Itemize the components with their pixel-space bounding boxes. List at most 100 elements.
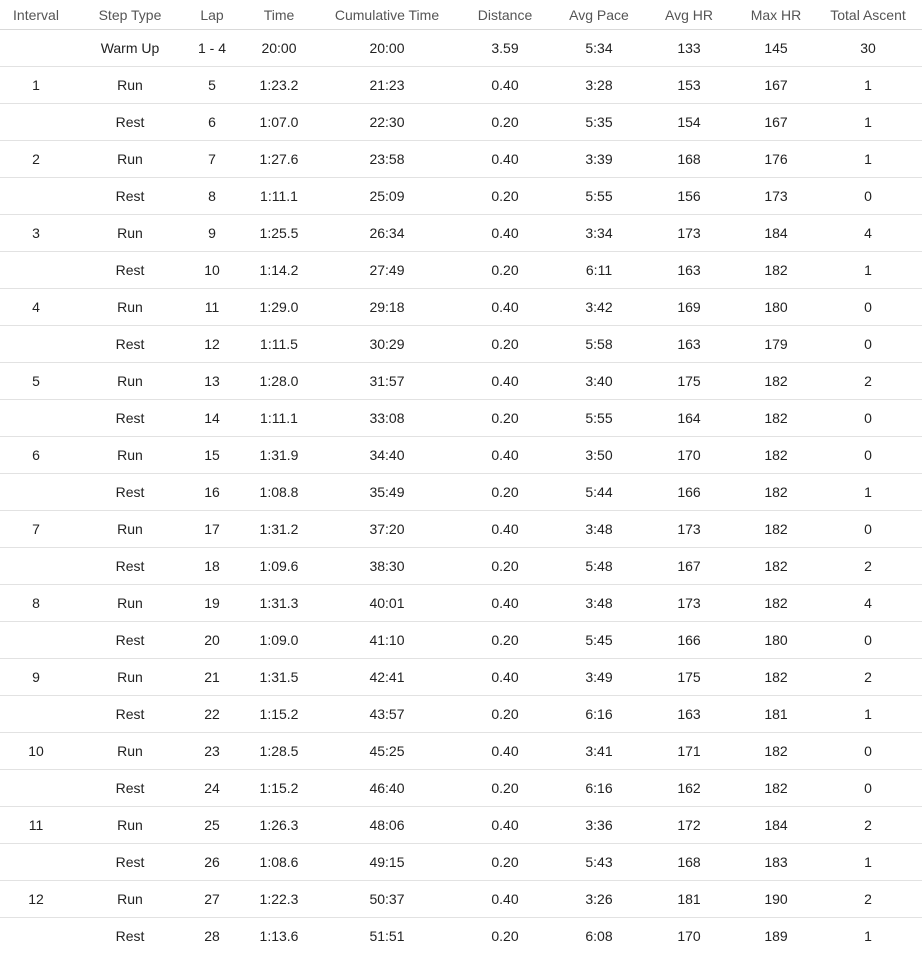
cell-step-type: Run — [72, 67, 188, 104]
column-header-total-ascent[interactable]: Total Ascent — [814, 0, 922, 30]
cell-lap: 19 — [188, 585, 236, 622]
column-header-lap[interactable]: Lap — [188, 0, 236, 30]
table-header: Interval Step Type Lap Time Cumulative T… — [0, 0, 922, 30]
cell-avg-hr: 154 — [640, 104, 738, 141]
cell-avg-pace: 3:48 — [558, 585, 640, 622]
cell-interval — [0, 30, 72, 67]
cell-step-type: Rest — [72, 918, 188, 954]
cell-avg-pace: 5:58 — [558, 326, 640, 363]
cell-avg-hr: 170 — [640, 437, 738, 474]
cell-distance: 0.20 — [452, 252, 558, 289]
cell-step-type: Run — [72, 585, 188, 622]
column-header-max-hr[interactable]: Max HR — [738, 0, 814, 30]
cell-avg-pace: 5:44 — [558, 474, 640, 511]
cell-lap: 8 — [188, 178, 236, 215]
cell-total-ascent: 2 — [814, 659, 922, 696]
cell-distance: 0.40 — [452, 585, 558, 622]
cell-total-ascent: 4 — [814, 215, 922, 252]
cell-cumulative-time: 45:25 — [322, 733, 452, 770]
cell-total-ascent: 0 — [814, 733, 922, 770]
cell-distance: 0.20 — [452, 844, 558, 881]
cell-cumulative-time: 42:41 — [322, 659, 452, 696]
cell-cumulative-time: 34:40 — [322, 437, 452, 474]
cell-interval: 9 — [0, 659, 72, 696]
column-header-cumulative-time[interactable]: Cumulative Time — [322, 0, 452, 30]
cell-time: 1:11.1 — [236, 400, 322, 437]
cell-distance: 0.40 — [452, 881, 558, 918]
cell-interval — [0, 696, 72, 733]
cell-total-ascent: 0 — [814, 770, 922, 807]
cell-step-type: Warm Up — [72, 30, 188, 67]
cell-step-type: Run — [72, 511, 188, 548]
cell-lap: 7 — [188, 141, 236, 178]
cell-avg-hr: 164 — [640, 400, 738, 437]
cell-step-type: Rest — [72, 252, 188, 289]
cell-step-type: Run — [72, 807, 188, 844]
cell-avg-pace: 3:34 — [558, 215, 640, 252]
column-header-time[interactable]: Time — [236, 0, 322, 30]
cell-lap: 11 — [188, 289, 236, 326]
cell-distance: 0.20 — [452, 104, 558, 141]
cell-lap: 13 — [188, 363, 236, 400]
cell-cumulative-time: 49:15 — [322, 844, 452, 881]
cell-avg-hr: 173 — [640, 585, 738, 622]
cell-interval: 10 — [0, 733, 72, 770]
cell-total-ascent: 30 — [814, 30, 922, 67]
cell-total-ascent: 2 — [814, 881, 922, 918]
cell-total-ascent: 2 — [814, 363, 922, 400]
cell-cumulative-time: 41:10 — [322, 622, 452, 659]
cell-cumulative-time: 21:23 — [322, 67, 452, 104]
column-header-avg-hr[interactable]: Avg HR — [640, 0, 738, 30]
cell-cumulative-time: 33:08 — [322, 400, 452, 437]
column-header-interval[interactable]: Interval — [0, 0, 72, 30]
cell-lap: 25 — [188, 807, 236, 844]
cell-lap: 10 — [188, 252, 236, 289]
cell-avg-hr: 169 — [640, 289, 738, 326]
cell-avg-pace: 5:55 — [558, 400, 640, 437]
cell-max-hr: 182 — [738, 659, 814, 696]
cell-avg-hr: 168 — [640, 844, 738, 881]
column-header-avg-pace[interactable]: Avg Pace — [558, 0, 640, 30]
cell-max-hr: 167 — [738, 67, 814, 104]
cell-time: 1:15.2 — [236, 696, 322, 733]
cell-max-hr: 180 — [738, 289, 814, 326]
cell-distance: 3.59 — [452, 30, 558, 67]
header-row: Interval Step Type Lap Time Cumulative T… — [0, 0, 922, 30]
cell-lap: 17 — [188, 511, 236, 548]
cell-distance: 0.40 — [452, 659, 558, 696]
cell-step-type: Rest — [72, 178, 188, 215]
cell-max-hr: 182 — [738, 400, 814, 437]
cell-step-type: Rest — [72, 474, 188, 511]
cell-total-ascent: 1 — [814, 252, 922, 289]
cell-max-hr: 182 — [738, 511, 814, 548]
cell-total-ascent: 1 — [814, 104, 922, 141]
cell-cumulative-time: 48:06 — [322, 807, 452, 844]
cell-max-hr: 182 — [738, 585, 814, 622]
cell-max-hr: 183 — [738, 844, 814, 881]
cell-max-hr: 182 — [738, 252, 814, 289]
cell-max-hr: 145 — [738, 30, 814, 67]
cell-time: 1:13.6 — [236, 918, 322, 954]
cell-lap: 5 — [188, 67, 236, 104]
cell-distance: 0.40 — [452, 437, 558, 474]
cell-total-ascent: 0 — [814, 511, 922, 548]
cell-max-hr: 181 — [738, 696, 814, 733]
cell-avg-hr: 173 — [640, 511, 738, 548]
cell-total-ascent: 1 — [814, 67, 922, 104]
column-header-step-type[interactable]: Step Type — [72, 0, 188, 30]
cell-avg-pace: 5:43 — [558, 844, 640, 881]
column-header-distance[interactable]: Distance — [452, 0, 558, 30]
cell-total-ascent: 1 — [814, 474, 922, 511]
cell-interval — [0, 104, 72, 141]
cell-total-ascent: 1 — [814, 844, 922, 881]
cell-lap: 27 — [188, 881, 236, 918]
cell-total-ascent: 0 — [814, 178, 922, 215]
